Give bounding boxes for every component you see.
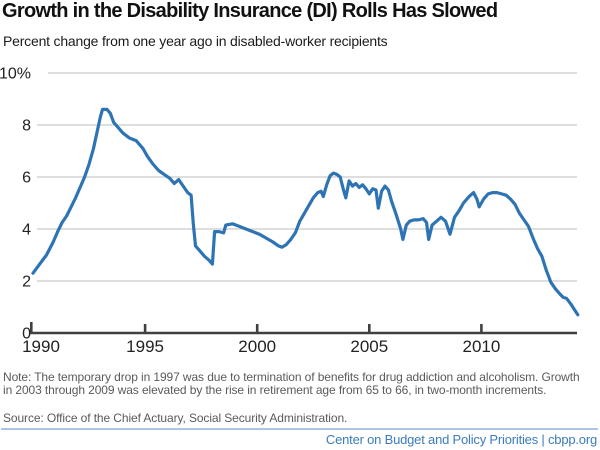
x-axis-tick-label: 1990 [22,337,60,356]
chart-title: Growth in the Disability Insurance (DI) … [2,0,498,22]
footer-brand: Center on Budget and Policy Priorities |… [325,432,597,447]
x-axis-tick-label: 1995 [126,337,164,356]
y-axis-tick-label: 6 [22,170,31,187]
y-axis-tick-label: 0 [22,326,31,343]
x-axis-tick-label: 2010 [462,337,500,356]
x-axis-tick-label: 2005 [350,337,388,356]
note-text: Note: The temporary drop in 1997 was due… [3,370,580,397]
chart-subtitle: Percent change from one year ago in disa… [3,33,388,49]
footer-divider [1,428,598,430]
y-axis-tick-label: 10% [0,66,31,83]
source-text: Source: Office of the Chief Actuary, Soc… [3,411,348,425]
y-axis-tick-label: 2 [22,274,31,291]
y-axis-tick-label: 8 [22,118,31,135]
x-axis-tick-label: 2000 [238,337,276,356]
di-growth-line [31,107,580,317]
y-axis-tick-label: 4 [22,222,31,239]
